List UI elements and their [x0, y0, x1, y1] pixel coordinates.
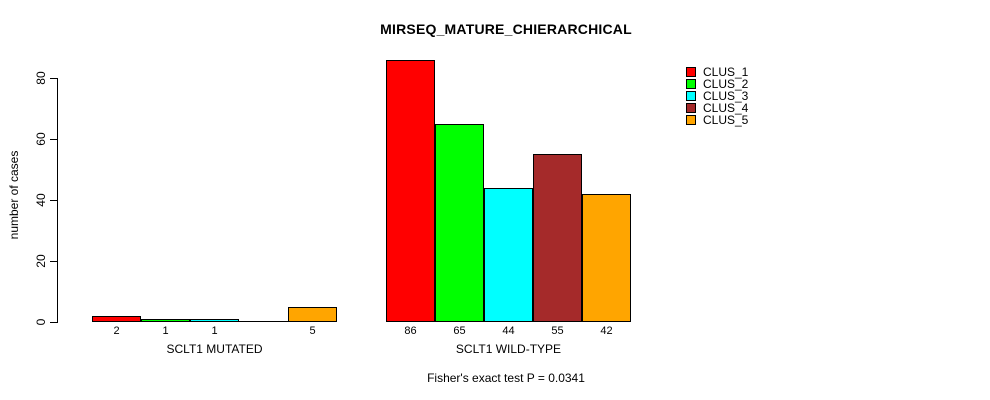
bar-value-label: 86 [404, 325, 417, 337]
legend-color-swatch [686, 103, 696, 113]
bar-value-label: 55 [551, 325, 564, 337]
legend: CLUS_1 CLUS_2 CLUS_3 CLUS_4 CLUS_5 [686, 66, 748, 126]
x-group-label: SCLT1 MUTATED [166, 342, 263, 356]
x-group-label: SCLT1 WILD-TYPE [455, 342, 562, 356]
bar-CLUS_4 [239, 321, 288, 322]
legend-entry: CLUS_1 [686, 66, 748, 78]
y-axis-tick-label: 60 [34, 132, 48, 146]
legend-color-swatch [686, 115, 696, 125]
legend-entry-label: CLUS_1 [703, 65, 749, 79]
bar-CLUS_1 [386, 60, 435, 322]
y-axis-tick-label: 0 [34, 318, 48, 326]
y-axis-tick-label: 20 [34, 254, 48, 268]
bar-CLUS_4 [533, 154, 582, 322]
bar-CLUS_3 [484, 188, 533, 322]
y-axis-tick [50, 139, 57, 140]
y-axis-tick-label: 40 [34, 193, 48, 207]
legend-color-swatch [686, 91, 696, 101]
legend-color-swatch [686, 79, 696, 89]
legend-entry-label: CLUS_2 [703, 77, 749, 91]
bar-value-label: 5 [309, 325, 316, 337]
legend-entry-label: CLUS_4 [703, 101, 749, 115]
legend-entry: CLUS_5 [686, 114, 748, 126]
bar-value-label: 65 [453, 325, 466, 337]
legend-entry-label: CLUS_3 [703, 89, 749, 103]
y-axis-tick [50, 322, 57, 323]
legend-color-swatch [686, 67, 696, 77]
annotation-fisher-test: Fisher's exact test P = 0.0341 [427, 371, 585, 385]
bar-value-label: 42 [600, 325, 613, 337]
bar-CLUS_2 [435, 124, 484, 322]
legend-entry: CLUS_3 [686, 90, 748, 102]
bar-CLUS_5 [288, 307, 337, 322]
bar-value-label: 2 [113, 325, 120, 337]
bar-value-label: 44 [502, 325, 515, 337]
bar-CLUS_1 [92, 316, 141, 322]
chart-title: MIRSEQ_MATURE_CHIERARCHICAL [380, 21, 632, 37]
legend-entry-label: CLUS_5 [703, 113, 749, 127]
bar-CLUS_2 [141, 319, 190, 322]
legend-entry: CLUS_2 [686, 78, 748, 90]
bar-value-label: 1 [162, 325, 169, 337]
bar-CLUS_3 [190, 319, 239, 322]
bar-CLUS_5 [582, 194, 631, 322]
bar-value-label: 1 [211, 325, 218, 337]
y-axis-line [57, 78, 58, 323]
legend-entry: CLUS_4 [686, 102, 748, 114]
y-axis-tick-label: 80 [34, 71, 48, 85]
y-axis-tick [50, 261, 57, 262]
y-axis-tick [50, 78, 57, 79]
y-axis-tick [50, 200, 57, 201]
y-axis-label: number of cases [7, 150, 21, 240]
